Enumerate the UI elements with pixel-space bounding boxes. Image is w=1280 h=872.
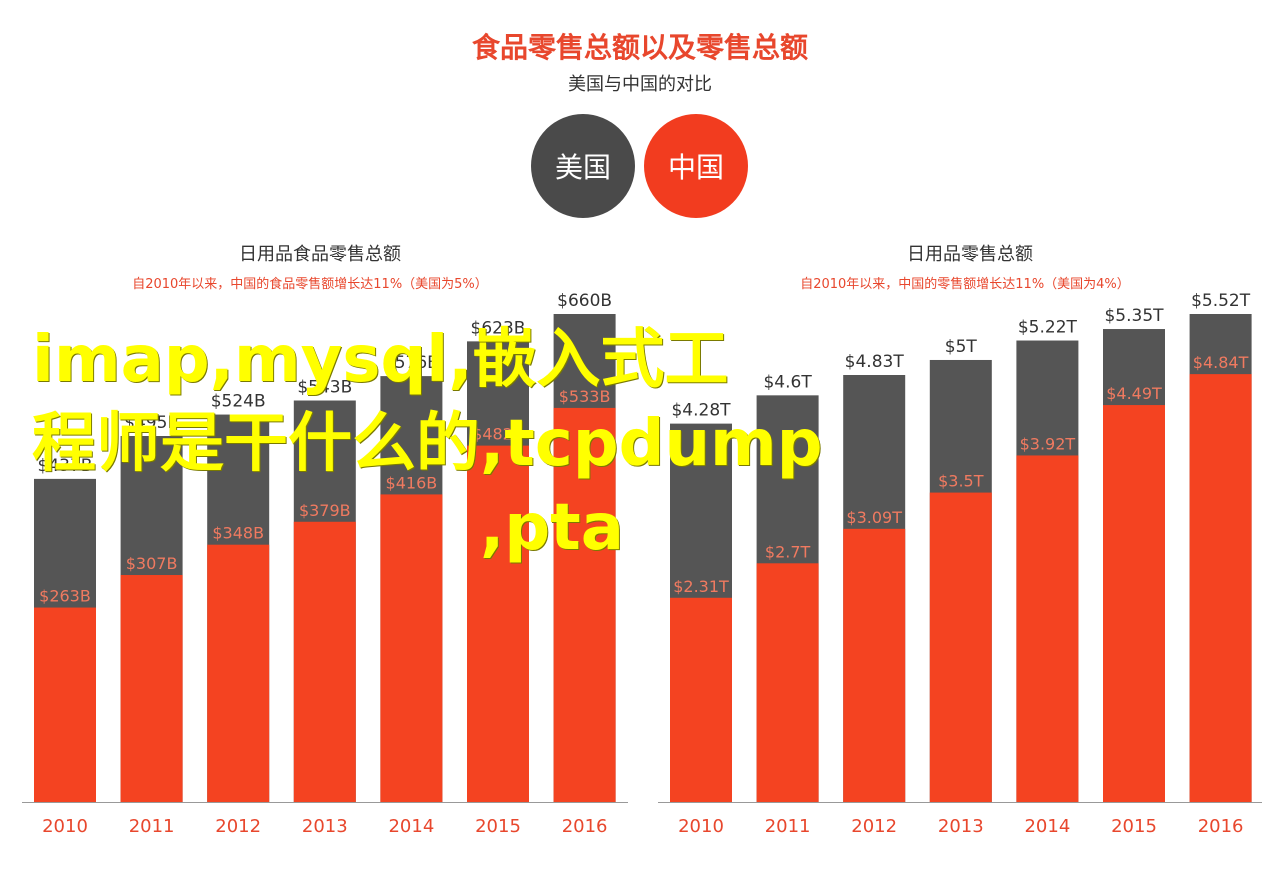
- overlay-line-1: imap,mysql,嵌入式工: [32, 323, 729, 397]
- right-bar-cn-2014: [1016, 455, 1079, 802]
- right-label-cn-2016: $4.84T: [1193, 353, 1249, 372]
- left-label-us-2010: $437B: [38, 456, 93, 476]
- left-label-us-2015: $623B: [471, 318, 526, 338]
- left-bar-cn-2015: [467, 445, 529, 802]
- right-label-us-2016: $5.52T: [1191, 291, 1251, 311]
- right-label-cn-2011: $2.7T: [765, 542, 811, 561]
- left-bar-cn-2014: [380, 494, 443, 802]
- right-bar-cn-2013: [929, 492, 992, 802]
- right-label-cn-2013: $3.5T: [938, 472, 984, 491]
- left-bar-cn-2013: [293, 521, 356, 802]
- right-bar-cn-2012: [843, 528, 906, 802]
- right-bar-cn-2016: [1189, 374, 1252, 802]
- left-panel-title: 日用品食品零售总额: [239, 244, 401, 265]
- right-tick-2012: 2012: [851, 816, 897, 837]
- left-label-cn-2015: $482B: [472, 425, 524, 444]
- overlay-line-2: 程师是干什么的,tcpdump: [32, 407, 823, 481]
- left-tick-2015: 2015: [475, 816, 521, 837]
- left-tick-2014: 2014: [388, 816, 434, 837]
- left-label-cn-2011: $307B: [126, 554, 178, 573]
- right-tick-2015: 2015: [1111, 816, 1157, 837]
- right-bar-cn-2015: [1103, 405, 1165, 802]
- right-panel-note: 自2010年以来，中国的零售额增长达11%（美国为4%）: [800, 277, 1130, 292]
- left-label-us-2012: $524B: [211, 392, 266, 412]
- left-panel-note: 自2010年以来，中国的食品零售额增长达11%（美国为5%）: [132, 277, 488, 292]
- right-label-us-2015: $5.35T: [1104, 306, 1164, 326]
- right-tick-2014: 2014: [1024, 816, 1070, 837]
- right-label-us-2014: $5.22T: [1018, 318, 1078, 338]
- left-label-us-2011: $495B: [124, 413, 179, 433]
- left-label-us-2014: $576B: [384, 353, 439, 373]
- left-tick-2011: 2011: [129, 816, 175, 837]
- left-tick-2016: 2016: [562, 816, 608, 837]
- left-tick-2012: 2012: [215, 816, 261, 837]
- right-tick-2010: 2010: [678, 816, 724, 837]
- right-label-cn-2015: $4.49T: [1106, 384, 1162, 403]
- left-chart: $437B $263B 2010 $495B $307B 2011 $524B $348B 20…: [22, 291, 628, 837]
- chart-title: 食品零售总额以及零售总额: [471, 31, 808, 64]
- left-bar-cn-2012: [207, 544, 270, 802]
- left-label-cn-2016: $533B: [559, 387, 611, 406]
- left-label-us-2016: $660B: [557, 291, 612, 311]
- right-label-us-2011: $4.6T: [763, 372, 812, 392]
- right-label-cn-2012: $3.09T: [846, 508, 902, 527]
- right-chart: $4.28T $2.31T 2010 $4.6T $2.7T 2011 $4.83T $3.0…: [658, 291, 1262, 837]
- left-label-cn-2013: $379B: [299, 501, 351, 520]
- left-label-cn-2010: $263B: [39, 587, 91, 606]
- left-bar-cn-2016: [553, 407, 616, 802]
- left-label-cn-2012: $348B: [212, 524, 264, 543]
- left-label-us-2013: $543B: [297, 378, 352, 398]
- right-label-us-2013: $5T: [945, 337, 978, 357]
- watermark-overlay: imap,mysql,嵌入式工 程师是干什么的,tcpdump ,pta: [32, 318, 992, 570]
- right-bar-cn-2010: [670, 597, 732, 802]
- right-tick-2011: 2011: [765, 816, 811, 837]
- left-tick-2010: 2010: [42, 816, 88, 837]
- right-label-us-2012: $4.83T: [845, 352, 905, 372]
- right-label-cn-2010: $2.31T: [673, 577, 729, 596]
- right-label-cn-2014: $3.92T: [1020, 434, 1076, 453]
- right-panel-title: 日用品零售总额: [907, 244, 1033, 265]
- left-tick-2013: 2013: [302, 816, 348, 837]
- legend-cn: 中国: [644, 114, 748, 218]
- legend-us: 美国: [531, 114, 635, 218]
- right-tick-2013: 2013: [938, 816, 984, 837]
- right-bar-cn-2011: [756, 563, 819, 802]
- overlay-line-3: ,pta: [480, 491, 624, 565]
- left-bar-cn-2011: [120, 575, 183, 802]
- right-label-us-2010: $4.28T: [671, 401, 731, 421]
- chart-subtitle: 美国与中国的对比: [568, 74, 712, 95]
- left-bar-cn-2010: [34, 607, 96, 802]
- right-tick-2016: 2016: [1198, 816, 1244, 837]
- left-label-cn-2014: $416B: [386, 473, 438, 492]
